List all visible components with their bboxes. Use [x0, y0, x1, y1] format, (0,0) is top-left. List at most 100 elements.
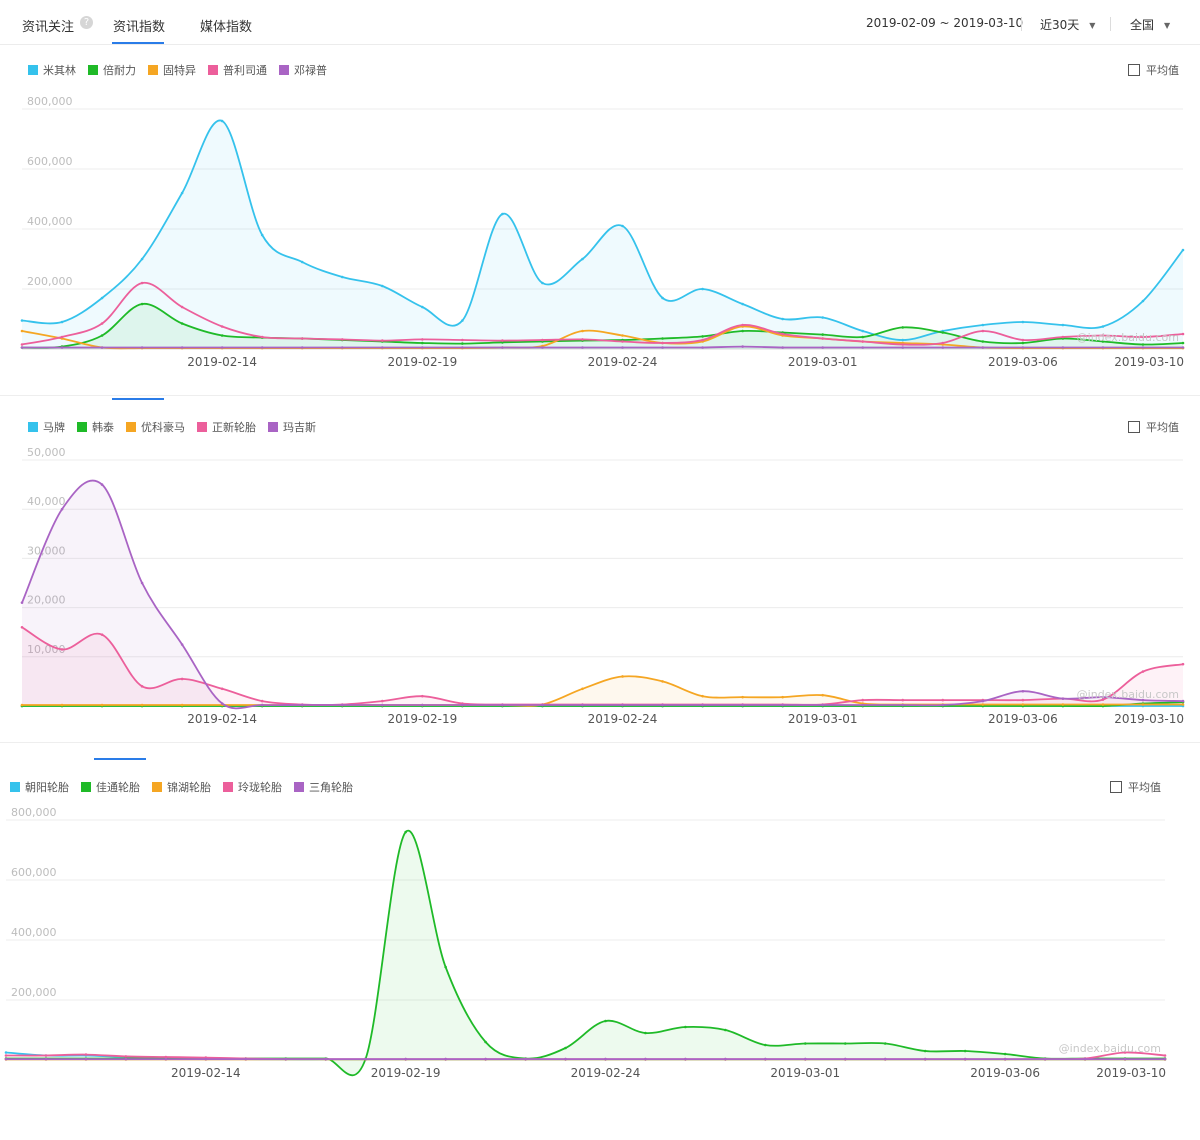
legend-item[interactable]: 玛吉斯 — [268, 419, 316, 435]
legend-item[interactable]: 玲珑轮胎 — [223, 779, 282, 795]
data-point — [861, 329, 865, 333]
data-point — [661, 703, 664, 707]
data-point — [923, 1057, 927, 1061]
data-point — [124, 1057, 128, 1061]
legend-item[interactable]: 三角轮胎 — [294, 779, 353, 795]
data-point — [421, 694, 424, 698]
average-toggle[interactable]: 平均值 — [1128, 62, 1179, 78]
checkbox-icon — [1110, 781, 1122, 793]
data-point — [100, 296, 104, 300]
average-toggle[interactable]: 平均值 — [1128, 419, 1179, 435]
data-point — [804, 1057, 807, 1061]
legend-item[interactable]: 固特异 — [148, 62, 196, 78]
data-point — [581, 338, 584, 341]
y-tick-label: 400,000 — [27, 215, 73, 228]
x-tick-label: 2019-02-14 — [171, 1066, 241, 1080]
y-tick-label: 20,000 — [27, 594, 66, 607]
data-point — [901, 703, 905, 707]
legend-item[interactable]: 韩泰 — [77, 419, 114, 435]
legend-item[interactable]: 普利司通 — [208, 62, 267, 78]
y-tick-label: 800,000 — [11, 806, 57, 819]
data-point — [1181, 662, 1185, 666]
data-point — [1021, 341, 1025, 345]
tab-news-index[interactable]: 资讯指数 — [113, 20, 166, 35]
checkbox-icon — [1128, 421, 1140, 433]
data-point — [1163, 1057, 1167, 1061]
data-point — [541, 281, 544, 285]
data-point — [1181, 703, 1185, 706]
x-tick-label: 2019-02-14 — [187, 355, 257, 369]
legend-item[interactable]: 优科豪马 — [126, 419, 185, 435]
help-icon[interactable]: ? — [80, 16, 93, 29]
average-toggle[interactable]: 平均值 — [1110, 779, 1161, 795]
data-point — [963, 1049, 967, 1053]
data-point — [220, 346, 224, 349]
data-point — [981, 703, 985, 706]
data-point — [661, 346, 664, 349]
data-point — [140, 581, 144, 585]
tab-media-index[interactable]: 媒体指数 — [200, 20, 253, 35]
data-point — [1003, 1057, 1007, 1061]
data-point — [821, 337, 824, 340]
x-tick-label: 2019-03-10 — [1114, 355, 1184, 369]
y-tick-label: 40,000 — [27, 495, 66, 508]
data-point — [1021, 320, 1025, 324]
data-point — [140, 685, 144, 688]
series-line[interactable] — [21, 675, 1183, 707]
legend-swatch — [77, 422, 87, 432]
data-point — [1083, 1057, 1087, 1061]
data-point — [941, 703, 945, 707]
legend-item[interactable]: 佳通轮胎 — [81, 779, 140, 795]
watermark: @index.baidu.com — [1077, 688, 1179, 701]
data-point — [4, 1051, 8, 1054]
panel-divider — [0, 742, 1200, 743]
data-point — [300, 703, 304, 707]
data-point — [260, 699, 264, 703]
legend-item[interactable]: 朝阳轮胎 — [10, 779, 69, 795]
legend-swatch — [28, 422, 38, 432]
data-point — [404, 830, 407, 834]
chart-1-legend: 米其林 倍耐力 固特异 普利司通 邓禄普 — [28, 62, 339, 78]
data-point — [1141, 343, 1145, 346]
legend-item[interactable]: 正新轮胎 — [197, 419, 256, 435]
series-area — [22, 676, 1183, 706]
data-point — [60, 320, 64, 324]
data-point — [821, 316, 824, 319]
series-area — [22, 120, 1183, 349]
series-line[interactable] — [22, 345, 1183, 349]
legend-item[interactable]: 邓禄普 — [279, 62, 327, 78]
chevron-down-icon: ▼ — [1164, 21, 1171, 30]
region-dropdown[interactable]: 全国 ▼ — [1130, 16, 1170, 33]
data-point — [1101, 340, 1105, 343]
y-tick-label: 200,000 — [11, 986, 57, 999]
data-point — [100, 703, 104, 707]
chart-1: 200,000 400,000 600,000 800,000 2019-02-14 20… — [20, 95, 1185, 369]
series-line[interactable] — [21, 282, 1184, 346]
series-line[interactable] — [22, 701, 1184, 708]
y-tick-label: 800,000 — [27, 95, 73, 108]
data-point — [364, 1057, 367, 1061]
data-point — [804, 1042, 807, 1045]
data-point — [381, 703, 384, 707]
data-point — [220, 702, 224, 705]
x-tick-label: 2019-03-01 — [788, 355, 858, 369]
legend-item[interactable]: 马牌 — [28, 419, 65, 435]
data-point — [724, 1057, 727, 1061]
data-point — [381, 699, 384, 703]
legend-item[interactable]: 锦湖轮胎 — [152, 779, 211, 795]
data-point — [861, 346, 865, 349]
data-point — [1101, 325, 1105, 328]
data-point — [404, 1057, 407, 1061]
data-point — [1021, 703, 1025, 706]
legend-item[interactable]: 米其林 — [28, 62, 76, 78]
data-point — [260, 703, 264, 707]
data-point — [180, 677, 184, 681]
data-point — [501, 339, 504, 342]
data-point — [821, 693, 824, 697]
data-point — [621, 224, 624, 228]
legend-item[interactable]: 倍耐力 — [88, 62, 136, 78]
data-point — [923, 1049, 927, 1053]
period-dropdown[interactable]: 近30天 ▼ — [1040, 16, 1095, 33]
date-range-picker[interactable]: 2019-02-09 ~ 2019-03-10 — [866, 16, 1023, 30]
data-point — [604, 1019, 607, 1023]
